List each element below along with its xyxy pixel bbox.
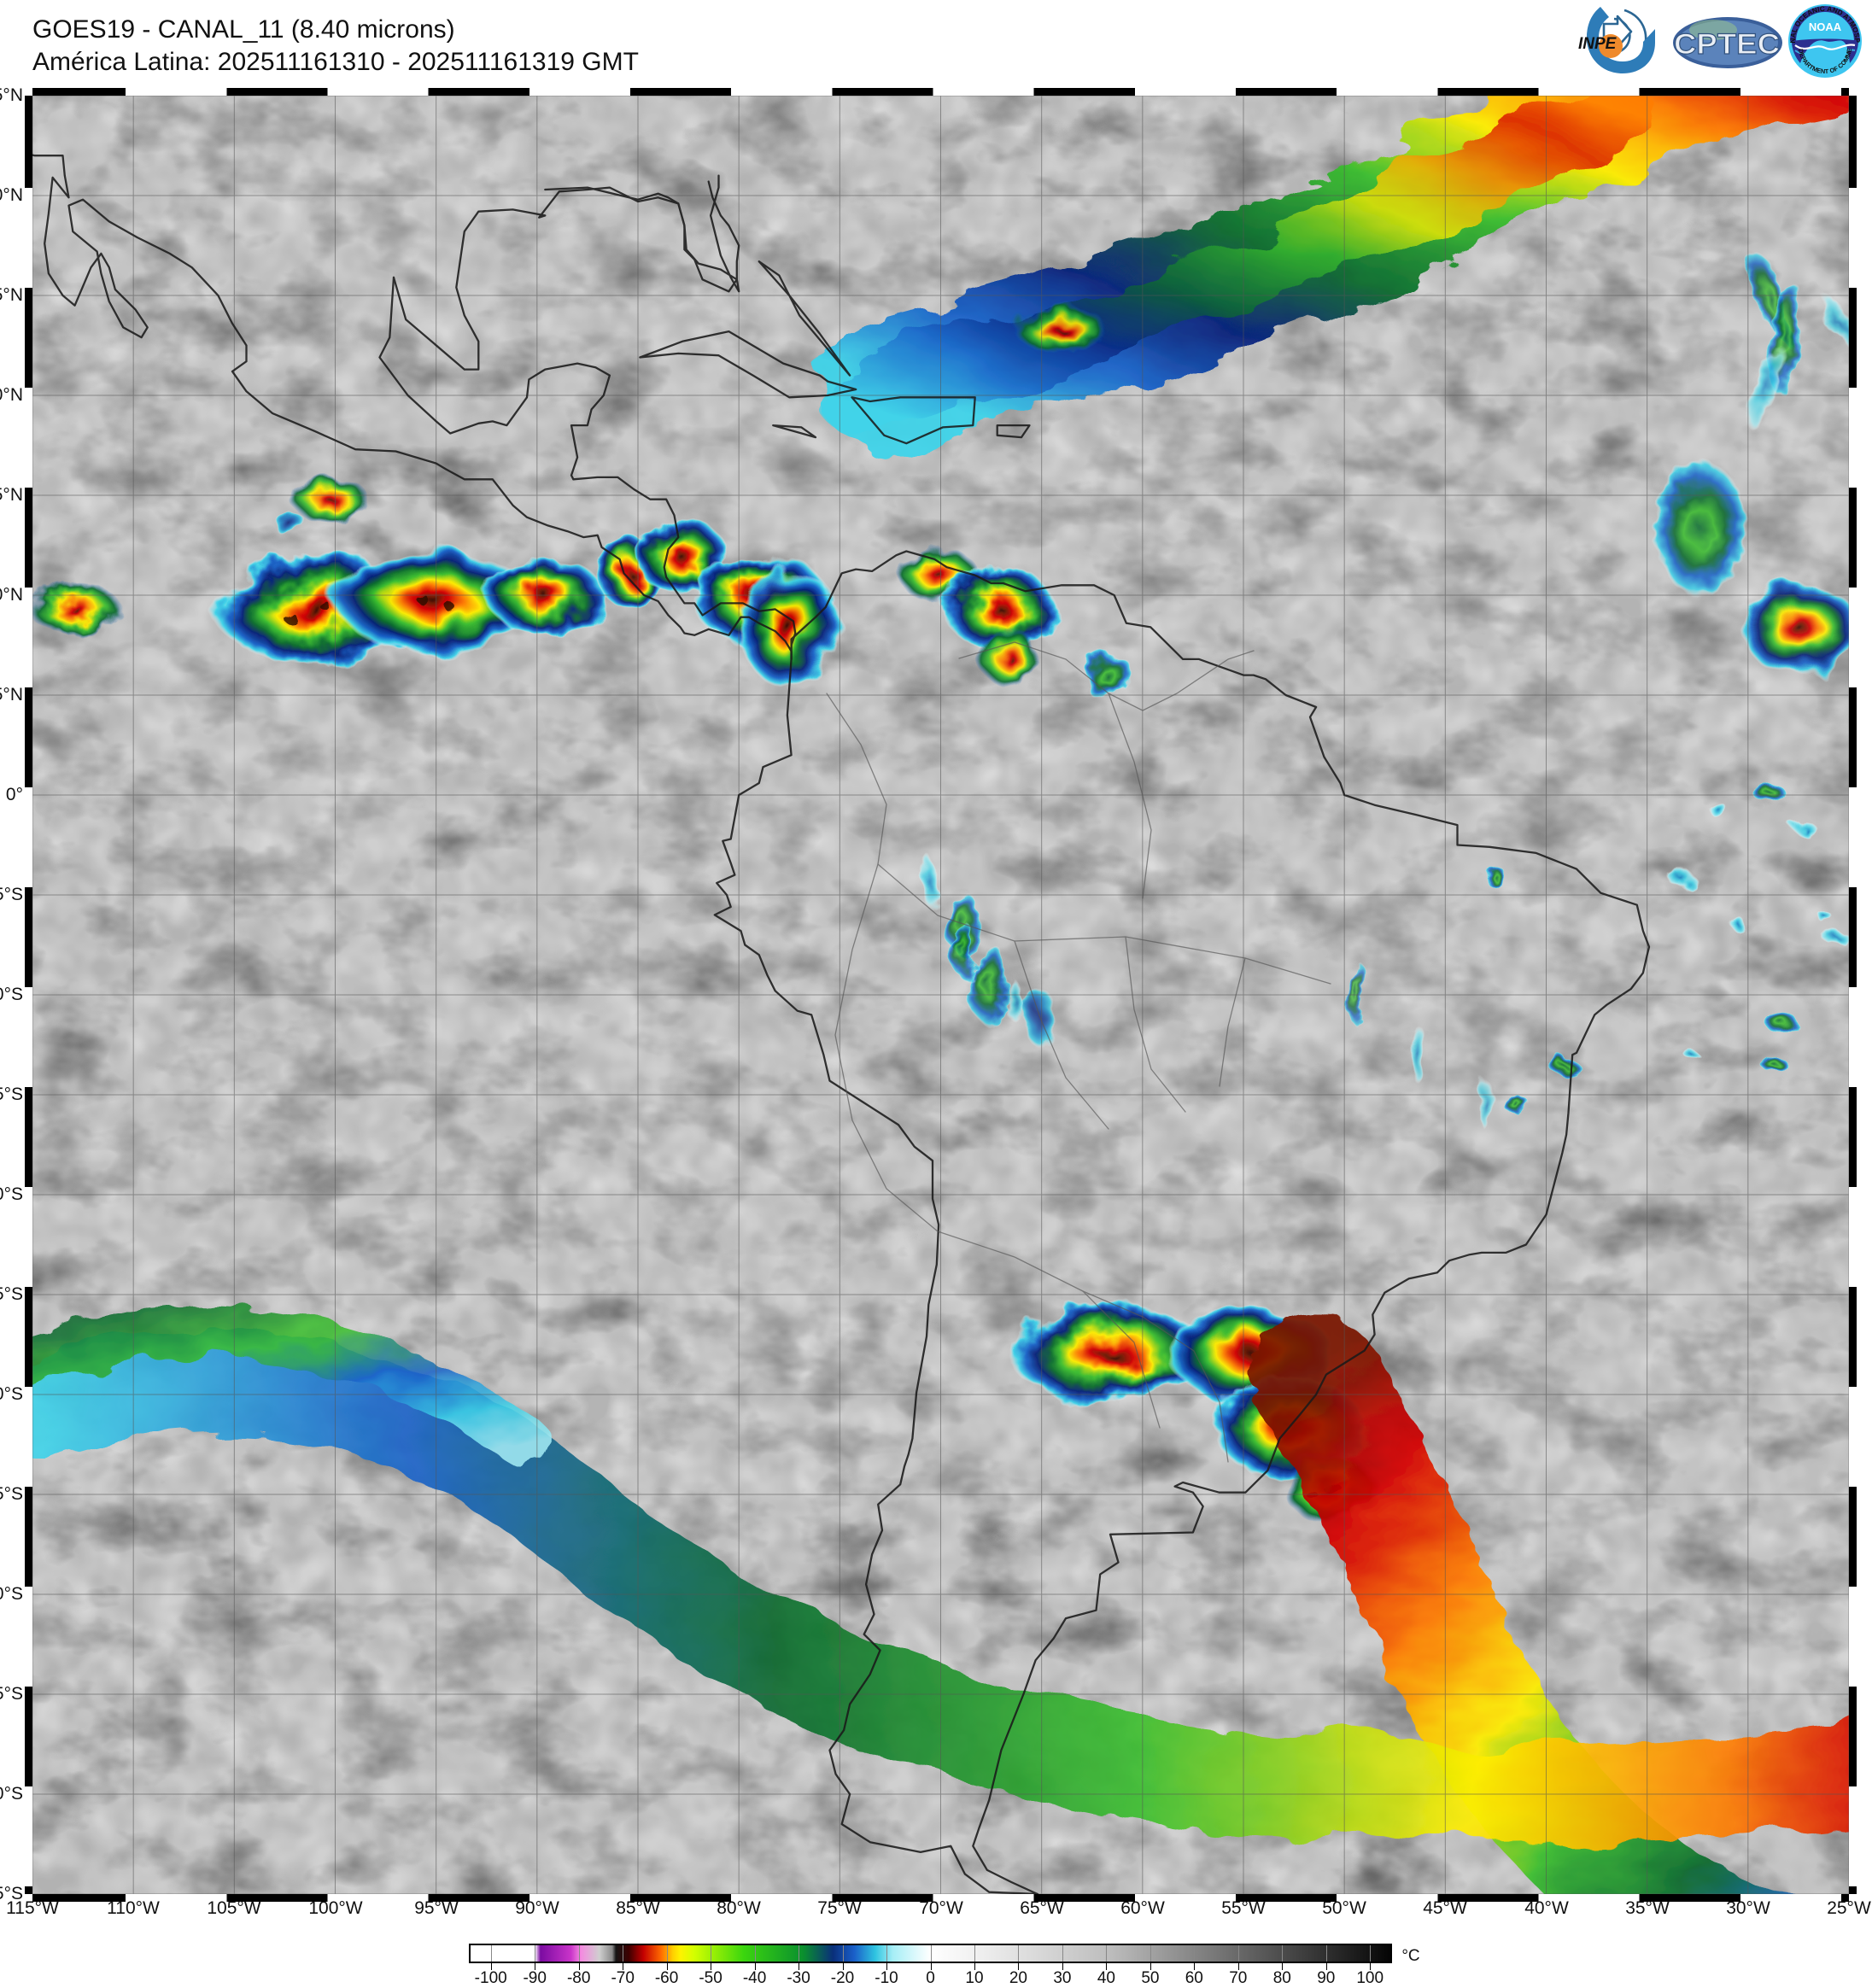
svg-text:NOAA: NOAA [1809,20,1842,33]
svg-text:INPE: INPE [1578,35,1618,53]
svg-text:CPTEC: CPTEC [1674,28,1780,61]
